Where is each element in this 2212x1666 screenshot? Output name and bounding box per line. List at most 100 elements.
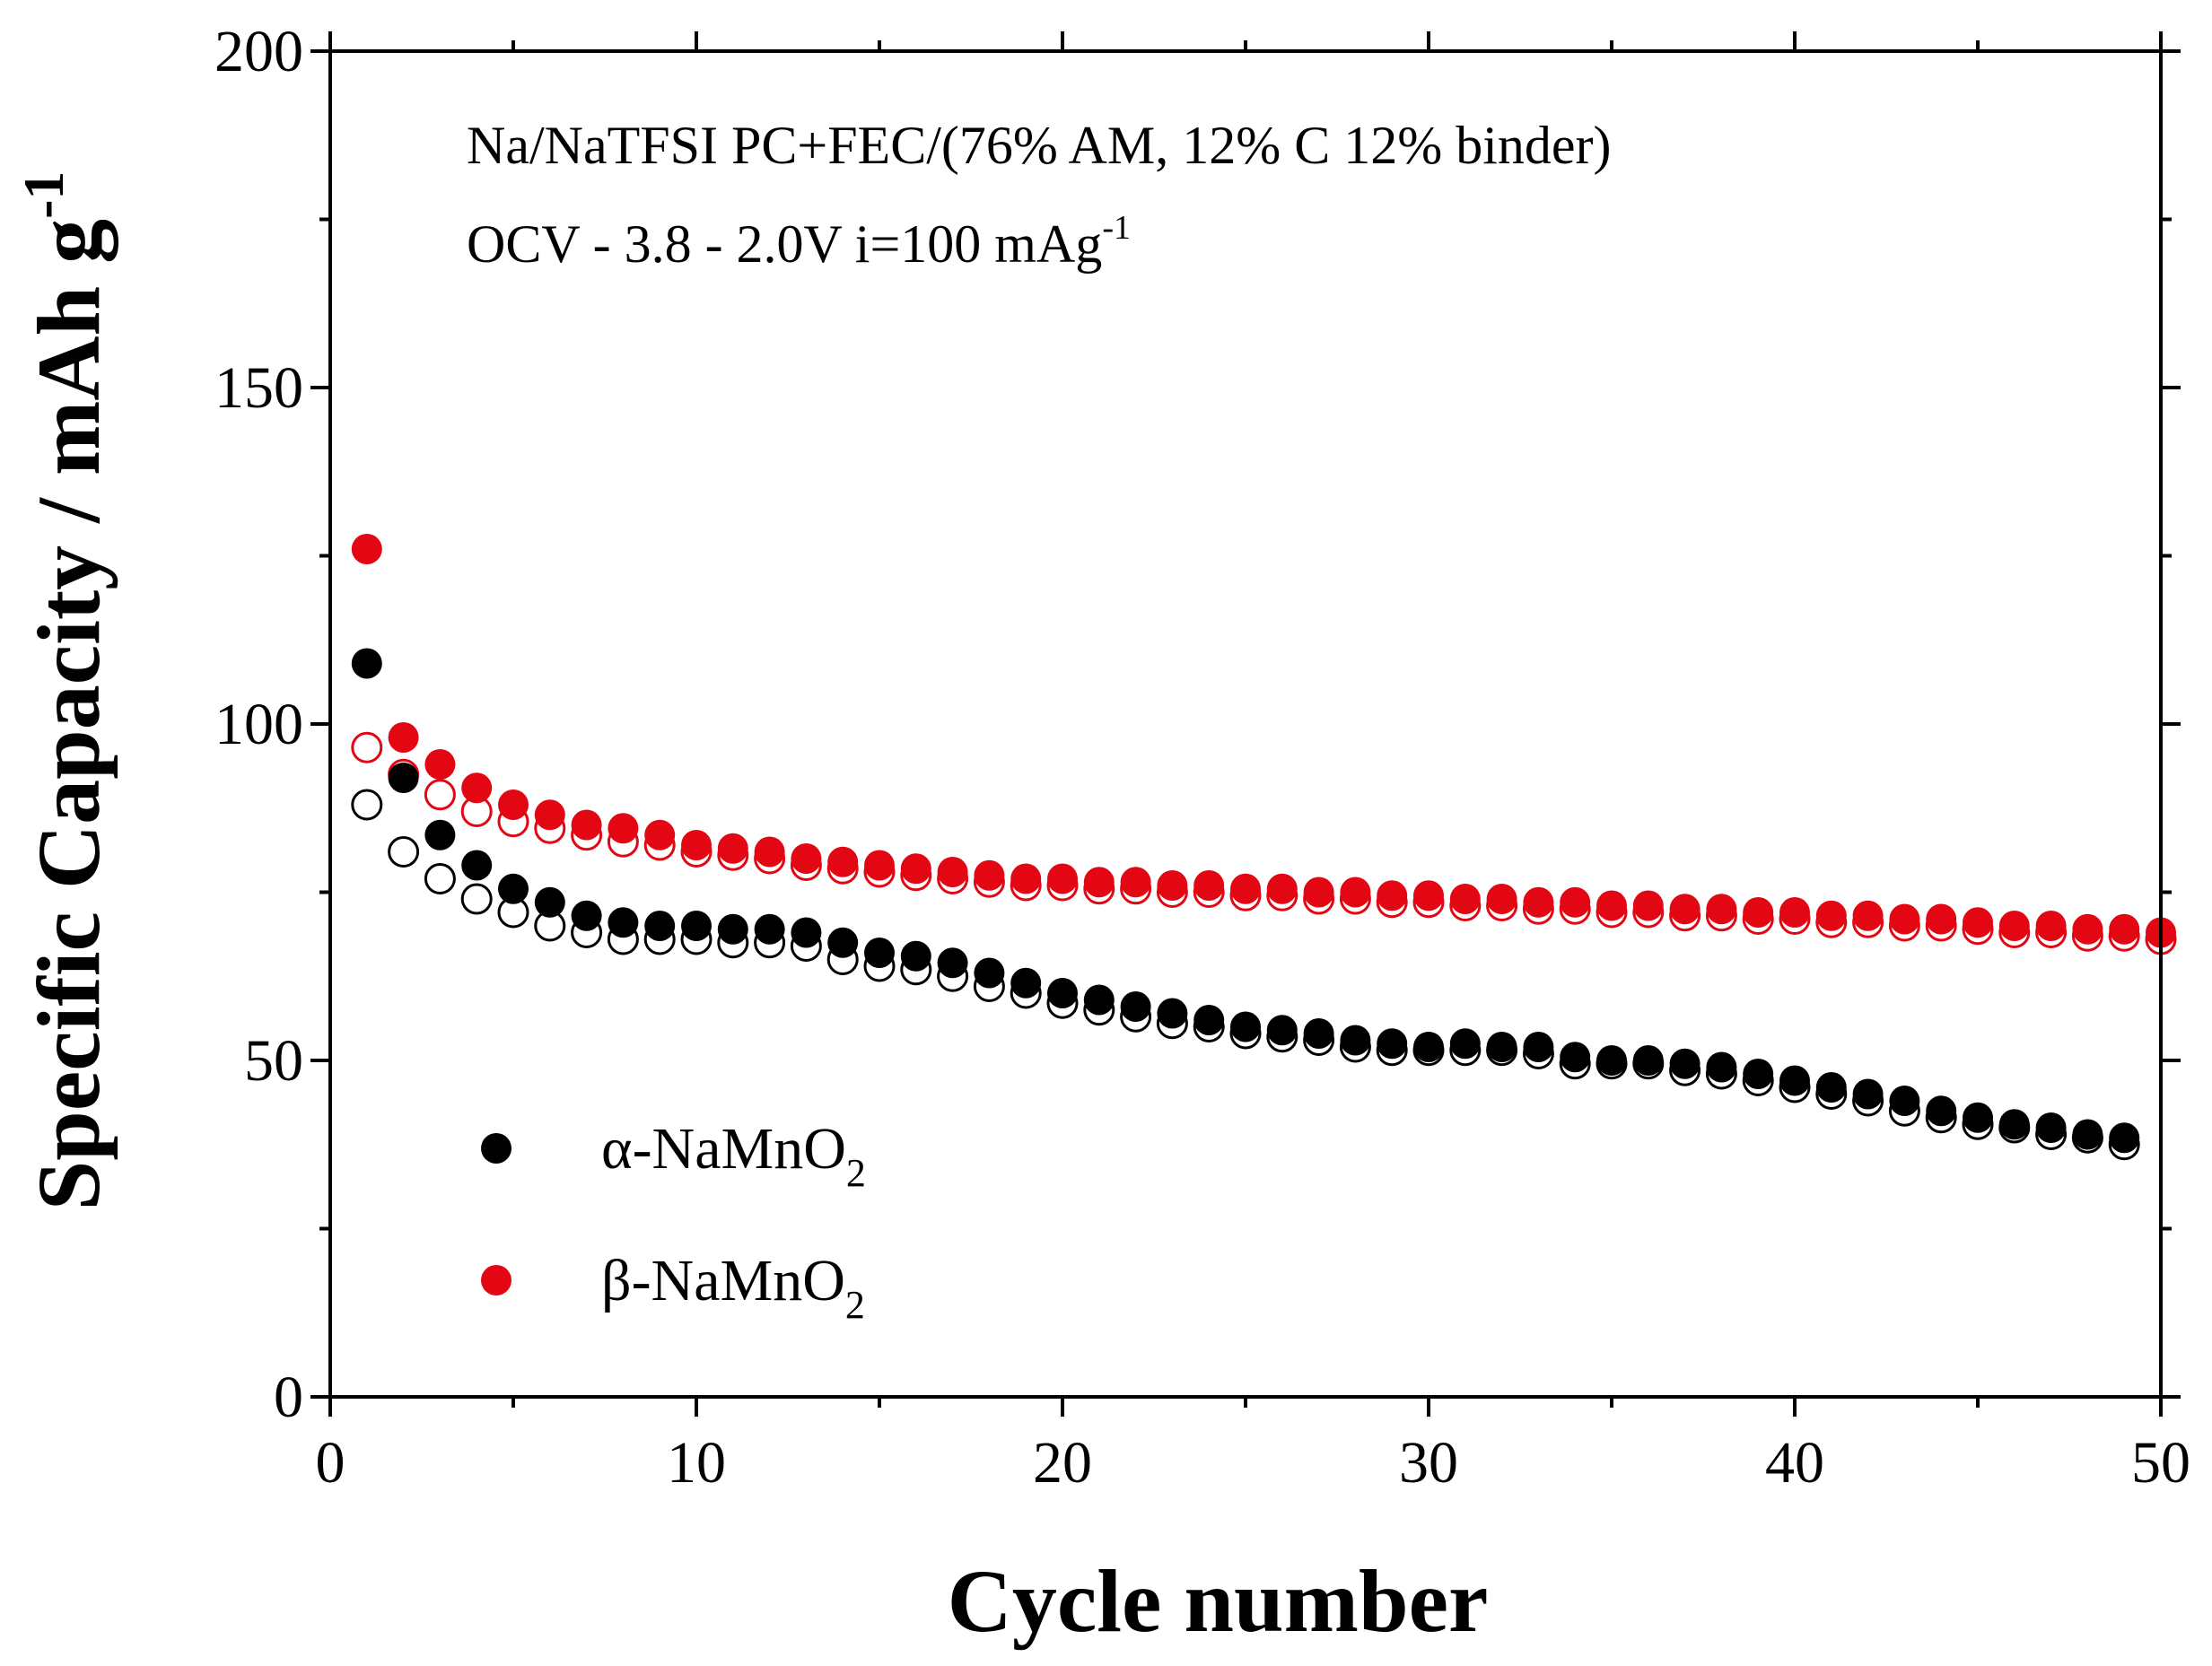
- data-point: [2109, 1122, 2140, 1154]
- data-point: [571, 900, 602, 931]
- data-point: [351, 534, 382, 564]
- x-tick-label: 10: [667, 1430, 726, 1496]
- data-point: [460, 883, 493, 915]
- data-point: [1596, 1045, 1627, 1076]
- data-point: [1926, 903, 1957, 935]
- data-point: [351, 789, 383, 821]
- annotation-line-2-main: OCV - 3.8 - 2.0V i=100 mAg: [467, 214, 1102, 274]
- data-point: [1083, 867, 1115, 898]
- data-point: [1998, 1109, 2030, 1140]
- legend-marker-beta: [481, 1265, 511, 1295]
- legend-label-beta-sub: 2: [845, 1283, 865, 1327]
- data-point: [864, 938, 895, 968]
- data-point: [351, 731, 383, 763]
- legend-label-alpha-sub: 2: [846, 1151, 866, 1195]
- data-point: [1266, 873, 1298, 904]
- data-point: [1523, 886, 1554, 918]
- data-point: [1266, 1015, 1298, 1046]
- data-point: [2109, 913, 2140, 945]
- data-point: [791, 843, 822, 874]
- data-point: [1449, 1028, 1481, 1060]
- data-point: [717, 913, 748, 945]
- y-tick-label: 0: [274, 1365, 303, 1430]
- data-point: [1560, 1042, 1591, 1073]
- data-point: [1926, 1095, 1957, 1127]
- data-point: [681, 911, 712, 941]
- y-axis-title-main: Specific Capacity / mAh g: [19, 219, 118, 1210]
- x-tick-label: 20: [1033, 1430, 1092, 1496]
- data-point: [754, 836, 785, 868]
- tick-labels-layer: 0 10 20 30 40 50 0 50 100 150 200: [214, 19, 2190, 1496]
- data-point: [1706, 1051, 1737, 1083]
- data-point: [974, 859, 1005, 891]
- data-point: [1047, 863, 1078, 894]
- data-point: [424, 779, 456, 811]
- data-point: [1963, 1102, 1993, 1133]
- data-point: [571, 809, 602, 841]
- data-point: [1486, 884, 1517, 914]
- data-point: [424, 863, 456, 894]
- data-point: [1413, 1032, 1444, 1062]
- data-point: [534, 886, 565, 918]
- data-point: [864, 850, 895, 881]
- data-point: [424, 819, 456, 850]
- annotation-line-2: OCV - 3.8 - 2.0V i=100 mAg-1: [467, 209, 1131, 274]
- data-point: [1632, 1045, 1664, 1076]
- data-point: [974, 957, 1005, 989]
- data-point: [717, 833, 748, 864]
- data-point: [1413, 880, 1444, 912]
- legend-label-alpha: α-NaMnO2: [601, 1116, 866, 1195]
- data-point: [2035, 911, 2067, 941]
- data-point: [2035, 1112, 2067, 1143]
- data-point: [1010, 967, 1042, 999]
- data-point: [1963, 907, 1993, 938]
- data-point: [1340, 1025, 1371, 1056]
- data-point: [900, 940, 931, 972]
- data-point: [1815, 1072, 1847, 1103]
- data-point: [1010, 863, 1042, 894]
- x-tick-label: 40: [1765, 1430, 1824, 1496]
- data-point: [1486, 1032, 1517, 1062]
- data-point: [1669, 894, 1701, 925]
- data-point: [1852, 900, 1884, 931]
- data-point: [644, 819, 676, 850]
- data-point: [1193, 1005, 1225, 1035]
- annotation-line-2-sup: -1: [1102, 209, 1131, 247]
- y-tick-label: 100: [214, 692, 303, 757]
- data-point: [1596, 890, 1627, 921]
- y-tick-label: 150: [214, 355, 303, 421]
- data-point: [1852, 1078, 1884, 1110]
- data-point: [1157, 998, 1188, 1029]
- data-point: [608, 907, 639, 938]
- data-point: [1193, 870, 1225, 901]
- data-point: [2072, 1119, 2103, 1150]
- data-point: [1230, 1011, 1261, 1042]
- y-tick-label: 200: [214, 19, 303, 84]
- data-point: [461, 772, 493, 804]
- data-point: [681, 830, 712, 860]
- data-point: [1889, 903, 1920, 935]
- data-point: [1230, 873, 1261, 904]
- data-point: [1669, 1048, 1701, 1079]
- legend-label-beta: β-NaMnO2: [601, 1248, 865, 1327]
- legend-label-alpha-main: α-NaMnO: [601, 1116, 846, 1182]
- data-points-layer: [351, 534, 2177, 1161]
- x-tick-label: 0: [316, 1430, 345, 1496]
- legend-label-beta-main: β-NaMnO: [601, 1248, 845, 1313]
- data-point: [1120, 991, 1151, 1022]
- data-point: [937, 947, 968, 979]
- data-point: [1779, 1065, 1810, 1096]
- data-point: [1998, 911, 2030, 941]
- data-point: [1377, 880, 1408, 912]
- data-point: [388, 763, 419, 793]
- plot-frame: [328, 49, 2163, 1399]
- data-point: [461, 850, 493, 881]
- y-tick-label: 50: [244, 1028, 303, 1094]
- data-point: [1743, 1059, 1774, 1089]
- y-axis-title-sup: -1: [12, 171, 75, 219]
- data-point: [1303, 1018, 1334, 1049]
- data-point: [1340, 877, 1371, 908]
- data-point: [498, 873, 529, 904]
- data-point: [1449, 884, 1481, 914]
- data-point: [791, 917, 822, 948]
